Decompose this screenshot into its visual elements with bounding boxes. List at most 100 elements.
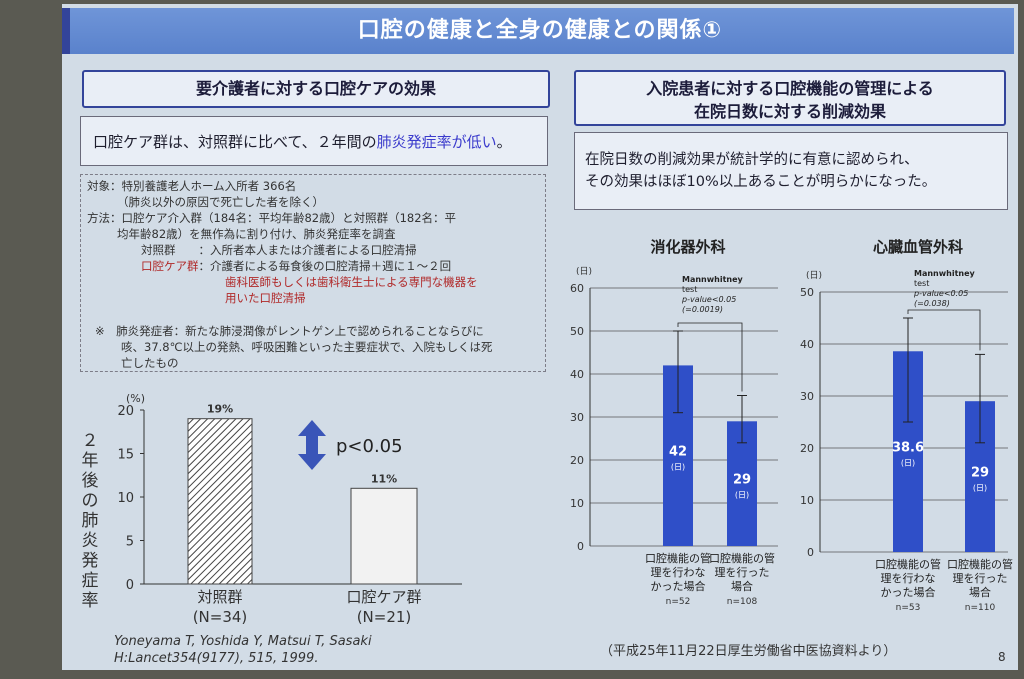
- p-value-annotation: p<0.05: [336, 436, 403, 457]
- method-line-5: 対照群 ：入所者本人または介護者による口腔清掃: [141, 243, 417, 257]
- method-line-6: 口腔ケア群：介護者による毎食後の口腔清掃＋週に１〜２回: [141, 258, 451, 274]
- cardio-chart: 心臓血管外科 (日) 0 10 20 30 40 50 38.6 (日) 口腔機能の管理を行わなかっ…: [800, 238, 1013, 613]
- method-line-8: 用いた口腔清掃: [225, 291, 306, 305]
- category-label-line: 口腔機能の管: [645, 551, 711, 565]
- test-annotation-line: p-value<0.05: [681, 295, 736, 304]
- bar-value-label: 29: [971, 466, 989, 481]
- category-label-line: 場合: [731, 579, 753, 593]
- method-care-group-label: 口腔ケア群: [141, 259, 199, 273]
- test-annotation-line: Mannwhitney: [914, 269, 976, 278]
- method-box: 対象：特別養護老人ホーム入所者 366名 （肺炎以外の原因で死亡した者を除く） …: [80, 174, 546, 372]
- y-tick-label: 10: [800, 494, 814, 507]
- y-tick-label: 10: [570, 497, 584, 510]
- bar-value-label: 38.6: [892, 441, 924, 456]
- source-note: （平成25年11月22日厚生労働省中医協資料より）: [600, 644, 897, 659]
- method-line-2: （肺炎以外の原因で死亡した者を除く）: [117, 195, 324, 209]
- right-header: 入院患者に対する口腔機能の管理による 在院日数に対する削減効果: [574, 70, 1006, 126]
- y-tick-label: 40: [800, 338, 814, 351]
- y-tick-label: 20: [800, 442, 814, 455]
- bar: [350, 487, 418, 585]
- test-annotation-line: test: [682, 285, 697, 294]
- bar-value-label: 19%: [207, 403, 233, 416]
- bar: [187, 418, 253, 585]
- test-annotation-line: (=0.0019): [682, 305, 723, 314]
- bar-value-unit: (日): [671, 463, 685, 472]
- right-header-line-1: 入院患者に対する口腔機能の管理による: [646, 79, 934, 98]
- chart-title: 消化器外科: [650, 238, 725, 256]
- left-header: 要介護者に対する口腔ケアの効果: [82, 70, 550, 108]
- category-n-label: n=52: [666, 597, 691, 607]
- citation-line-1: Yoneyama T, Yoshida Y, Matsui T, Sasaki: [114, 634, 372, 649]
- bar-value-label: 42: [669, 445, 687, 460]
- y-axis-label-char: 率: [82, 591, 99, 611]
- category-n-label: n=110: [965, 603, 996, 613]
- category-label-line: 理を行わな: [651, 566, 706, 579]
- y-tick-label: 20: [570, 454, 584, 467]
- category-label: 口腔ケア群: [346, 588, 421, 606]
- y-tick-label: 5: [126, 535, 134, 550]
- bar-value-label: 29: [733, 473, 751, 488]
- category-label-line: 理を行った: [953, 572, 1008, 585]
- y-axis-label-char: の: [82, 491, 99, 511]
- category-n-label: n=108: [727, 597, 758, 607]
- category-n-label: (N=21): [357, 608, 412, 626]
- chart-title: 心臓血管外科: [873, 238, 963, 256]
- category-label-line: 口腔機能の管: [709, 551, 775, 565]
- y-axis-label-char: 症: [82, 571, 99, 591]
- y-unit: (日): [576, 266, 592, 277]
- y-axis-label-char: 発: [82, 551, 99, 571]
- category-label-line: 口腔機能の管: [947, 557, 1013, 571]
- title-accent: [62, 8, 70, 54]
- note-line-2: 咳、37.8℃以上の発熱、呼吸困難といった主要症状で、入院もしくは死: [121, 340, 493, 354]
- category-label-line: 口腔機能の管: [875, 557, 941, 571]
- category-label-line: 場合: [969, 585, 991, 599]
- bar-value-unit: (日): [735, 491, 749, 500]
- method-line-1: 対象：特別養護老人ホーム入所者 366名: [87, 179, 297, 193]
- left-summary-suffix: 。: [496, 133, 512, 151]
- category-n-label: (N=34): [193, 608, 248, 626]
- y-tick-label: 0: [807, 546, 814, 559]
- y-unit: (日): [806, 270, 822, 281]
- bar-value-label: 11%: [371, 472, 397, 485]
- y-tick-label: 50: [800, 286, 814, 299]
- category-label-line: 理を行わな: [881, 572, 936, 585]
- y-tick-label: 0: [126, 578, 134, 593]
- test-annotation-line: Mannwhitney: [682, 275, 744, 284]
- slide-title: 口腔の健康と全身の健康との関係①: [66, 8, 1014, 54]
- method-line-4: 均年齢82歳）を無作為に割り付け、肺炎発症率を調査: [117, 227, 396, 241]
- y-tick-label: 50: [570, 325, 584, 338]
- y-axis-label-char: 年: [82, 451, 99, 471]
- slide: 口腔の健康と全身の健康との関係① 要介護者に対する口腔ケアの効果 口腔ケア群は、…: [62, 4, 1018, 670]
- method-line-3: 方法：口腔ケア介入群（184名：平均年齢82歳）と対照群（182名：平: [87, 211, 457, 225]
- significance-bracket: [677, 322, 743, 392]
- page-number: 8: [998, 650, 1006, 664]
- double-arrow-icon: [298, 420, 326, 470]
- y-unit: (%): [126, 392, 145, 405]
- left-summary-box: 口腔ケア群は、対照群に比べて、２年間の肺炎発症率が低い。: [80, 116, 548, 166]
- method-care-group-desc: ：介護者による毎食後の口腔清掃＋週に１〜２回: [198, 259, 452, 273]
- right-summary-box: 在院日数の削減効果が統計学的に有意に認められ、 その効果はほぼ10%以上あること…: [574, 132, 1008, 210]
- gastro-chart: 消化器外科 (日) 0 10 20 30 40 50 60 42 (日) 口腔機能の管理を行わなかった…: [570, 238, 778, 607]
- method-line-7: 歯科医師もしくは歯科衛生士による専門な機器を: [225, 275, 478, 289]
- note-line-1: ※ 肺炎発症者：新たな肺浸潤像がレントゲン上で認められることならびに: [95, 324, 484, 338]
- category-label: 対照群: [197, 588, 242, 606]
- bar-value-unit: (日): [901, 459, 915, 468]
- y-tick-label: 10: [117, 491, 134, 506]
- left-summary-highlight: 肺炎発症率が低い: [376, 133, 497, 151]
- test-annotation-line: test: [914, 279, 929, 288]
- category-label-line: かった場合: [651, 579, 706, 593]
- left-summary-prefix: 口腔ケア群は、対照群に比べて、２年間の: [93, 133, 377, 151]
- y-axis-label-char: 後: [82, 471, 99, 491]
- y-tick-label: 30: [800, 390, 814, 403]
- right-summary-line-2: その効果はほぼ10%以上あることが明らかになった。: [585, 174, 937, 190]
- bar-value-unit: (日): [973, 484, 987, 493]
- citation-line-2: H:Lancet354(9177), 515, 1999.: [114, 651, 319, 666]
- test-annotation-line: (=0.038): [914, 299, 950, 308]
- y-axis-label-char: 肺: [82, 511, 99, 531]
- y-tick-label: 15: [117, 448, 134, 463]
- right-summary-line-1: 在院日数の削減効果が統計学的に有意に認められ、: [585, 152, 919, 168]
- test-annotation-line: p-value<0.05: [913, 289, 968, 298]
- y-tick-label: 40: [570, 368, 584, 381]
- y-axis-label-char: 炎: [82, 531, 99, 551]
